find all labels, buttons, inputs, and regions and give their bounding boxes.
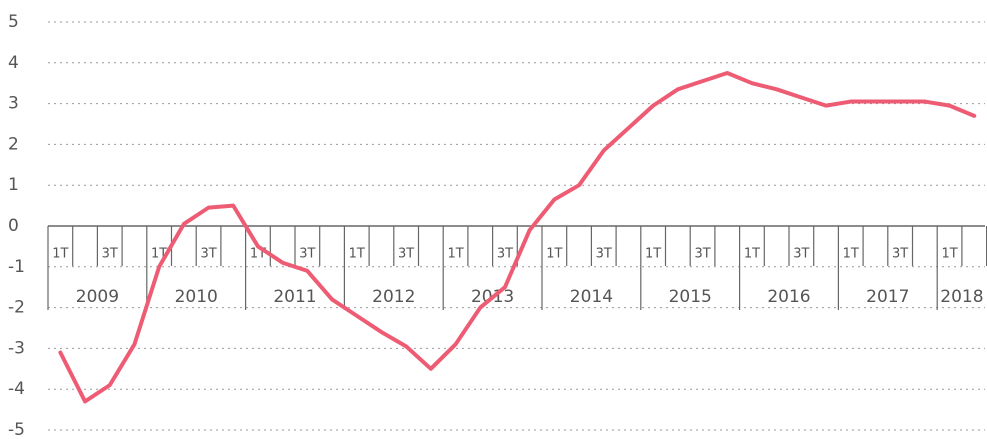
y-tick-label: 4 — [8, 53, 19, 73]
x-tick-label: 3T — [596, 247, 612, 262]
x-tick-label: 1T — [645, 247, 661, 262]
x-tick-label: 1T — [349, 247, 365, 262]
y-tick-label: 0 — [8, 216, 19, 236]
x-tick-label: 3T — [793, 247, 809, 262]
year-label: 2017 — [866, 287, 909, 307]
year-label: 2016 — [767, 287, 810, 307]
y-tick-label: 5 — [8, 12, 19, 32]
year-label: 2015 — [669, 287, 712, 307]
x-tick-label: 3T — [299, 247, 315, 262]
y-tick-label: -2 — [8, 298, 25, 318]
x-tick-label: 1T — [52, 247, 68, 262]
x-tick-label: 1T — [546, 247, 562, 262]
year-label: 2011 — [273, 287, 316, 307]
year-label: 2014 — [570, 287, 613, 307]
x-tick-label: 3T — [102, 247, 118, 262]
y-tick-label: 1 — [8, 175, 19, 195]
y-tick-label: 2 — [8, 134, 19, 154]
x-tick-label: 1T — [447, 247, 463, 262]
year-label: 2012 — [372, 287, 415, 307]
x-tick-label: 1T — [744, 247, 760, 262]
y-tick-label: -4 — [8, 379, 25, 399]
year-label: 2009 — [76, 287, 119, 307]
year-label: 2018 — [940, 287, 983, 307]
x-tick-label: 3T — [497, 247, 513, 262]
y-tick-label: -1 — [8, 257, 25, 277]
y-tick-label: -5 — [8, 420, 25, 439]
y-tick-label: 3 — [8, 94, 19, 114]
y-tick-label: -3 — [8, 338, 25, 358]
year-label: 2010 — [175, 287, 218, 307]
x-tick-label: 3T — [398, 247, 414, 262]
x-tick-label: 3T — [892, 247, 908, 262]
data-line — [58, 71, 977, 404]
x-tick-label: 3T — [694, 247, 710, 262]
x-tick-label: 3T — [200, 247, 216, 262]
x-tick-label: 1T — [843, 247, 859, 262]
x-tick-label: 1T — [941, 247, 957, 262]
